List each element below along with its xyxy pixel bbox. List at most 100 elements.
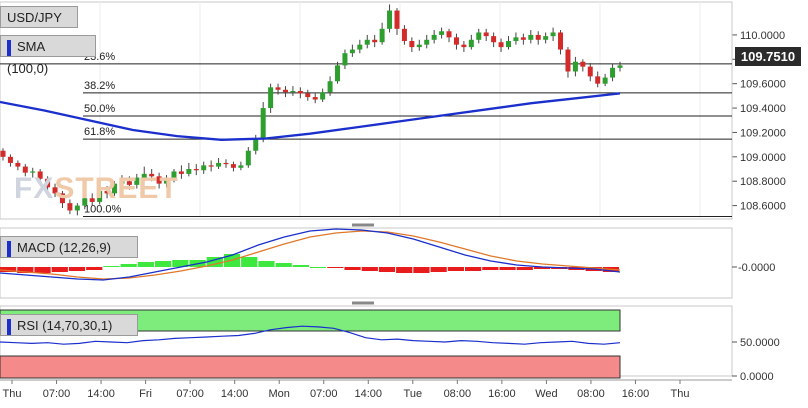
symbol-text: USD/JPY xyxy=(7,10,62,25)
rsi-label: RSI (14,70,30,1) xyxy=(0,314,138,336)
time-tick-label: 08:00 xyxy=(444,388,472,400)
rsi-panel: 50.0000 0.0000 xyxy=(0,301,780,383)
axis-background xyxy=(732,0,808,403)
candle-down xyxy=(305,93,311,98)
candle-down xyxy=(104,190,110,194)
candle-down xyxy=(89,198,95,202)
candle-down xyxy=(230,164,236,168)
candle-up xyxy=(342,53,348,66)
time-tick-label: Mon xyxy=(268,388,289,400)
candle-down xyxy=(558,32,564,50)
candle-up xyxy=(216,162,222,167)
candle-down xyxy=(401,28,407,42)
candle-up xyxy=(513,37,519,42)
sma-label-text: SMA (100,0) xyxy=(7,39,49,76)
candle-up xyxy=(327,81,333,93)
candle-up xyxy=(112,183,118,194)
rsi-tick-label: 0.0000 xyxy=(740,371,774,383)
price-axis: 110.0000109.8000109.6000109.4000109.2000… xyxy=(732,0,808,403)
time-tick-label: Tue xyxy=(404,388,423,400)
candlesticks xyxy=(0,4,623,216)
candle-down xyxy=(461,44,467,48)
fib-level-label: 38.2% xyxy=(84,80,115,92)
candle-up xyxy=(164,178,170,184)
candle-down xyxy=(67,203,73,211)
candle-down xyxy=(409,41,415,48)
macd-histogram-bar xyxy=(172,260,189,267)
candle-up xyxy=(505,41,511,48)
candle-down xyxy=(483,32,489,37)
macd-signal-line xyxy=(0,230,621,280)
candle-up xyxy=(424,39,430,45)
candle-up xyxy=(171,171,177,179)
macd-panel: -0.0000 xyxy=(0,223,775,299)
macd-histogram-bar xyxy=(344,267,361,270)
macd-histogram-bar xyxy=(51,267,68,272)
rsi-oversold-zone xyxy=(0,355,621,379)
candle-up xyxy=(528,34,534,40)
price-tick-label: 109.2000 xyxy=(740,127,786,139)
candle-down xyxy=(208,165,214,167)
candle-up xyxy=(349,49,355,54)
candle-up xyxy=(245,150,251,166)
candle-up xyxy=(468,39,474,48)
macd-histogram-bar xyxy=(68,267,86,271)
candle-down xyxy=(193,169,199,171)
macd-line xyxy=(0,228,621,281)
rsi-tick-label: 50.0000 xyxy=(740,337,780,349)
sma-swatch xyxy=(7,39,11,56)
time-tick-label: 14:00 xyxy=(355,388,383,400)
macd-histogram-bar xyxy=(206,257,223,267)
macd-histogram-bar xyxy=(0,267,17,272)
candle-down xyxy=(15,162,21,167)
candle-up xyxy=(543,36,549,40)
sma-100-line xyxy=(0,92,621,141)
fib-level-label: 100.0% xyxy=(84,204,122,216)
candle-up xyxy=(268,87,274,109)
candle-down xyxy=(587,66,593,77)
macd-histogram-bar xyxy=(447,267,464,271)
macd-panel-frame xyxy=(0,227,733,299)
time-tick-label: Wed xyxy=(535,388,557,400)
macd-histogram-bar xyxy=(361,267,378,271)
candle-up xyxy=(617,65,623,68)
fib-level-label: 50.0% xyxy=(84,103,115,115)
candle-down xyxy=(22,166,28,173)
macd-histogram-bar xyxy=(533,267,551,269)
candle-down xyxy=(535,34,541,40)
gridlines xyxy=(0,1,733,220)
candle-up xyxy=(238,165,244,168)
candle-up xyxy=(260,108,266,139)
candle-up xyxy=(290,90,296,93)
candle-up xyxy=(320,92,326,100)
candle-down xyxy=(282,89,288,93)
candle-down xyxy=(595,76,601,84)
candle-down xyxy=(37,171,43,179)
macd-histogram-bar xyxy=(310,267,327,268)
time-tick-label: Thu xyxy=(671,388,690,400)
sma-label: SMA (100,0) xyxy=(0,35,96,76)
candle-up xyxy=(572,61,578,72)
candle-up xyxy=(82,198,88,206)
candle-up xyxy=(379,28,385,43)
watermark-part-2: STREET xyxy=(54,172,179,205)
last-price-marker: 109.7510 xyxy=(735,47,801,66)
candle-up xyxy=(602,77,608,84)
rsi-line xyxy=(0,325,621,345)
macd-histogram-bar xyxy=(17,267,34,273)
candle-down xyxy=(580,61,586,67)
symbol-label: USD/JPY xyxy=(0,6,78,28)
macd-histogram-bar xyxy=(258,261,275,267)
candle-down xyxy=(312,97,318,100)
candle-up xyxy=(357,44,363,50)
macd-histogram-bar xyxy=(155,261,172,267)
candle-down xyxy=(520,37,526,40)
candle-up xyxy=(134,177,140,185)
price-tick-label: 108.6000 xyxy=(740,201,786,213)
candle-up xyxy=(74,205,80,211)
fibonacci-levels: 61.8%50.0%38.2%23.6%100.0% xyxy=(0,51,732,218)
time-tick-label: 07:00 xyxy=(176,388,204,400)
rsi-label-text: RSI (14,70,30,1) xyxy=(17,318,113,333)
candle-down xyxy=(52,187,58,194)
